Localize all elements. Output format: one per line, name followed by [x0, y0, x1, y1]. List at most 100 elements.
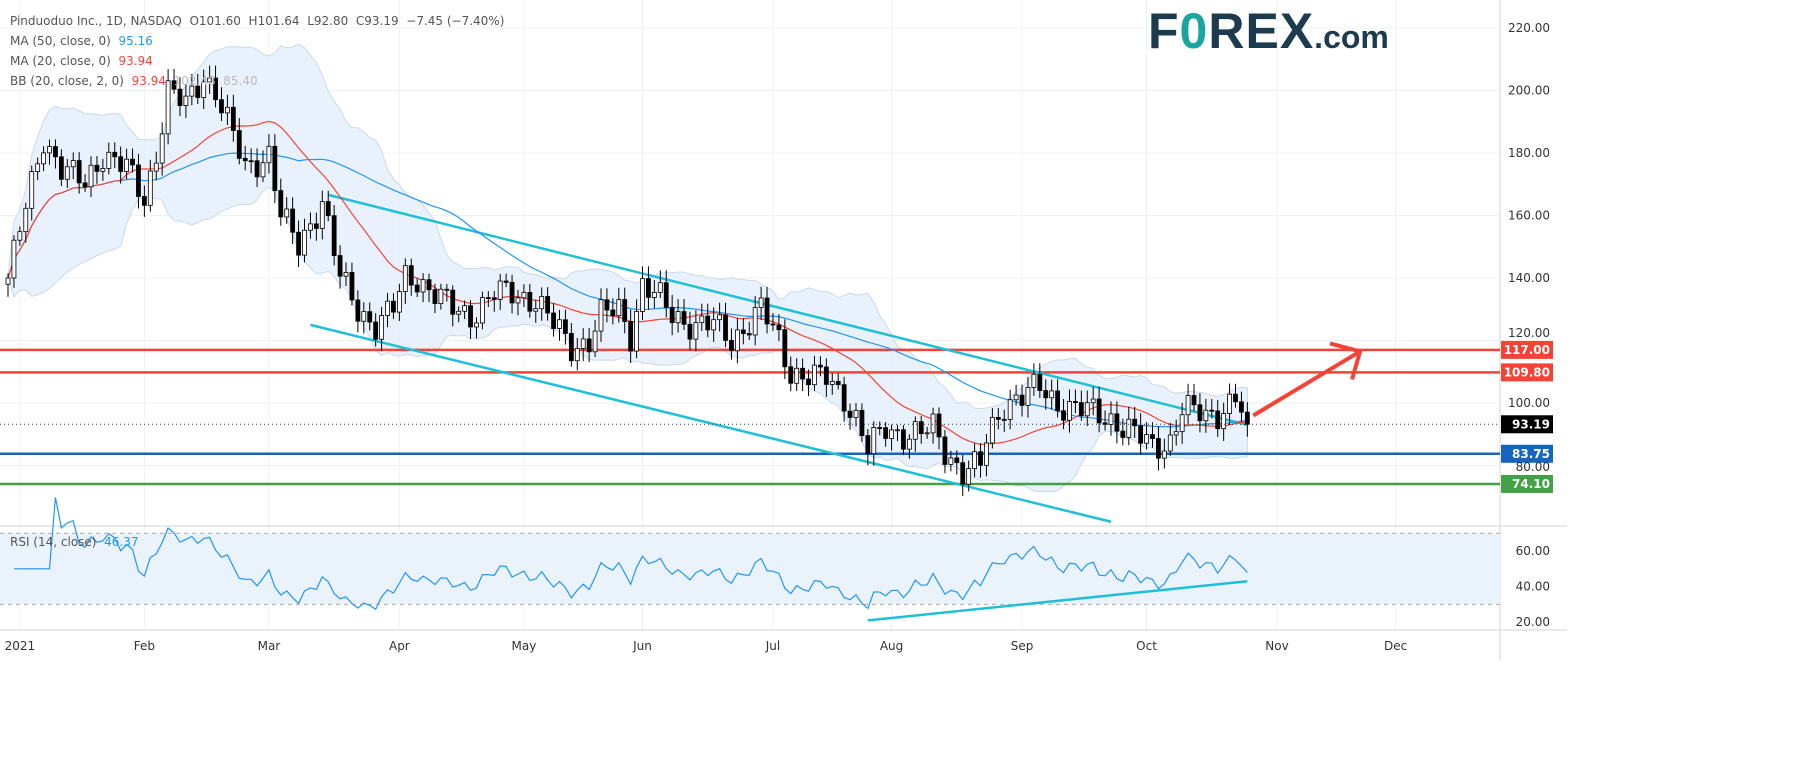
candle — [207, 65, 213, 94]
candle — [1031, 363, 1037, 396]
low-value: L92.80 — [307, 14, 349, 28]
candle-body — [497, 280, 503, 300]
candle-body — [592, 330, 598, 353]
candle-body — [877, 427, 883, 429]
candle — [1203, 398, 1209, 433]
candle — [141, 185, 147, 217]
candle — [723, 302, 728, 348]
candle-body — [841, 384, 847, 412]
candle-body — [236, 130, 242, 159]
candle-body — [171, 80, 177, 90]
candle-body — [1049, 390, 1055, 399]
candle-body — [290, 208, 296, 233]
candle-body — [503, 280, 509, 283]
candle-body — [165, 80, 171, 135]
candle — [1197, 393, 1203, 433]
candle — [1108, 401, 1114, 436]
candle-body — [646, 278, 651, 298]
candle — [663, 270, 669, 318]
candle-body — [574, 348, 580, 362]
candle-body — [829, 381, 835, 385]
candle — [1084, 390, 1090, 427]
x-tick-label: Jul — [765, 639, 780, 653]
candle-body — [53, 146, 58, 158]
candle — [124, 148, 129, 180]
candle — [693, 310, 699, 352]
candle — [717, 302, 722, 332]
candle — [545, 287, 551, 321]
candle — [533, 299, 539, 323]
candle-body — [794, 367, 800, 384]
candle — [711, 307, 717, 342]
candle — [165, 69, 171, 145]
candle — [53, 139, 58, 169]
candle — [924, 426, 930, 439]
candle-body — [313, 223, 319, 229]
candle-body — [76, 160, 82, 184]
candle — [284, 197, 290, 224]
candle — [812, 355, 817, 392]
candle — [841, 376, 847, 422]
candle — [1090, 386, 1096, 416]
candle-body — [47, 146, 52, 154]
candle — [385, 292, 390, 328]
candle-body — [598, 299, 604, 332]
candle-body — [479, 297, 485, 324]
level-badge — [1501, 474, 1553, 493]
candle — [497, 273, 503, 310]
rsi-value: 46.37 — [104, 535, 139, 549]
target-arrow — [1252, 349, 1362, 418]
candle-body — [396, 291, 402, 313]
candle — [901, 425, 906, 456]
high-value: H101.64 — [248, 14, 300, 28]
bb-label: BB (20, close, 2, 0) — [10, 74, 124, 88]
candle — [823, 358, 829, 397]
ma20-legend: MA (20, close, 0) 93.94 — [10, 54, 153, 68]
open-value: O101.60 — [189, 14, 241, 28]
candle — [254, 148, 260, 188]
candle — [189, 73, 195, 106]
candle — [1061, 399, 1066, 430]
candle — [11, 235, 17, 288]
candle — [918, 415, 924, 444]
candle — [580, 328, 586, 362]
candle-body — [663, 282, 669, 308]
candle-body — [141, 196, 147, 206]
candle-body — [1090, 398, 1096, 404]
candle — [426, 273, 432, 303]
candle-body — [296, 231, 301, 256]
candle-body — [966, 468, 972, 485]
candle — [88, 156, 94, 198]
x-tick-label: May — [512, 639, 537, 653]
candle-body — [373, 321, 379, 340]
candle-body — [58, 156, 64, 180]
level-badge — [1501, 363, 1553, 382]
candle — [70, 152, 76, 180]
candle — [948, 450, 954, 472]
candle-body — [64, 166, 70, 180]
candle-body — [640, 278, 645, 312]
candle — [82, 174, 88, 192]
candle-body — [70, 160, 76, 168]
candle-body — [124, 158, 129, 172]
candle — [883, 421, 889, 447]
candle-body — [634, 311, 639, 352]
candle-body — [586, 338, 592, 353]
candle — [568, 323, 574, 367]
candle-body — [379, 315, 384, 340]
candle — [236, 118, 242, 165]
candle-body — [468, 305, 473, 328]
candle-body — [1019, 394, 1025, 406]
candle-body — [515, 297, 521, 304]
y-tick-label: 180.00 — [1508, 146, 1550, 160]
candle-body — [1001, 418, 1007, 421]
candle-body — [1156, 438, 1161, 459]
level-label: 109.80 — [1504, 365, 1550, 379]
candle — [995, 407, 1001, 430]
logo-o-icon: 0 — [1179, 3, 1209, 59]
candle-body — [563, 319, 568, 334]
candle — [17, 226, 23, 246]
candle-body — [189, 85, 195, 97]
candle — [414, 278, 420, 298]
